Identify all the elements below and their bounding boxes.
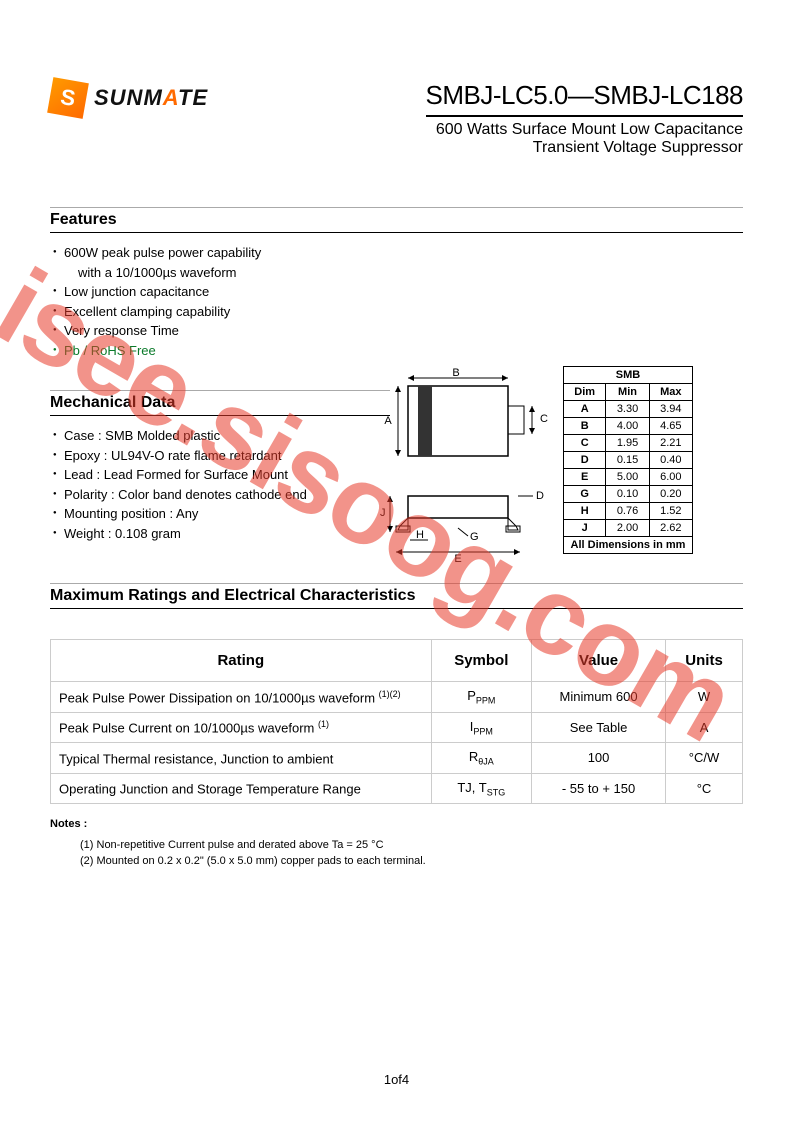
logo-badge: S bbox=[47, 77, 89, 119]
dim-row: E5.006.00 bbox=[564, 469, 693, 486]
logo-suffix: TE bbox=[178, 85, 208, 110]
feature-item: Very response Time bbox=[50, 321, 390, 341]
feature-item: with a 10/1000µs waveform bbox=[50, 263, 390, 283]
logo-accent: A bbox=[163, 85, 178, 110]
feature-item-rohs: Pb / RoHS Free bbox=[50, 341, 390, 361]
dim-row: A3.303.94 bbox=[564, 401, 693, 418]
mech-item: Case : SMB Molded plastic bbox=[50, 426, 390, 446]
mech-item: Epoxy : UL94V-O rate flame retardant bbox=[50, 446, 390, 466]
ratings-heading: Maximum Ratings and Electrical Character… bbox=[50, 583, 743, 609]
ratings-col-symbol: Symbol bbox=[431, 640, 531, 682]
ratings-row: Peak Pulse Power Dissipation on 10/1000µ… bbox=[51, 682, 743, 713]
package-block: B A C D J bbox=[368, 366, 693, 566]
title-block: SMBJ-LC5.0—SMBJ-LC188 600 Watts Surface … bbox=[426, 80, 744, 157]
mechanical-list: Case : SMB Molded plastic Epoxy : UL94V-… bbox=[50, 426, 390, 543]
ratings-row: Typical Thermal resistance, Junction to … bbox=[51, 743, 743, 774]
dim-row: G0.100.20 bbox=[564, 486, 693, 503]
subtitle-line2: Transient Voltage Suppressor bbox=[426, 139, 744, 157]
dim-label-d: D bbox=[536, 490, 544, 502]
dim-label-b: B bbox=[452, 367, 459, 379]
notes: Notes : (1) Non-repetitive Current pulse… bbox=[50, 816, 743, 870]
mech-item: Lead : Lead Formed for Surface Mount bbox=[50, 465, 390, 485]
dim-label-j: J bbox=[380, 507, 386, 519]
dim-label-c: C bbox=[540, 413, 548, 425]
dim-row: B4.004.65 bbox=[564, 418, 693, 435]
mech-item: Weight : 0.108 gram bbox=[50, 524, 390, 544]
dim-row: H0.761.52 bbox=[564, 503, 693, 520]
feature-item: Low junction capacitance bbox=[50, 282, 390, 302]
logo: S SUNMATE bbox=[50, 80, 208, 116]
dim-table-title: SMB bbox=[564, 367, 693, 384]
dimension-table: SMB Dim Min Max A3.303.94B4.004.65C1.952… bbox=[563, 366, 693, 554]
ratings-row: Operating Junction and Storage Temperatu… bbox=[51, 773, 743, 804]
notes-heading: Notes : bbox=[50, 816, 743, 833]
ratings-col-units: Units bbox=[666, 640, 743, 682]
subtitle-line1: 600 Watts Surface Mount Low Capacitance bbox=[426, 121, 744, 139]
dim-row: D0.150.40 bbox=[564, 452, 693, 469]
dim-col-min: Min bbox=[606, 384, 649, 401]
ratings-row: Peak Pulse Current on 10/1000µs waveform… bbox=[51, 712, 743, 743]
part-number-title: SMBJ-LC5.0—SMBJ-LC188 bbox=[426, 80, 744, 117]
note-item: (1) Non-repetitive Current pulse and der… bbox=[50, 837, 743, 854]
features-list: 600W peak pulse power capability with a … bbox=[50, 243, 390, 360]
header: S SUNMATE SMBJ-LC5.0—SMBJ-LC188 600 Watt… bbox=[50, 80, 743, 157]
dim-row: J2.002.62 bbox=[564, 520, 693, 537]
feature-item: 600W peak pulse power capability bbox=[50, 243, 390, 263]
mech-item: Mounting position : Any bbox=[50, 504, 390, 524]
logo-text: SUNMATE bbox=[94, 85, 208, 111]
dim-row: C1.952.21 bbox=[564, 435, 693, 452]
package-diagram: B A C D J bbox=[368, 366, 548, 566]
dim-label-e: E bbox=[454, 553, 461, 565]
logo-prefix: SUNM bbox=[94, 85, 163, 110]
dim-table-footer: All Dimensions in mm bbox=[564, 537, 693, 554]
dim-col-dim: Dim bbox=[564, 384, 606, 401]
mech-item: Polarity : Color band denotes cathode en… bbox=[50, 485, 390, 505]
mechanical-heading: Mechanical Data bbox=[50, 390, 390, 416]
dim-label-g: G bbox=[470, 531, 479, 543]
features-heading: Features bbox=[50, 207, 743, 233]
ratings-table: Rating Symbol Value Units Peak Pulse Pow… bbox=[50, 639, 743, 804]
dim-label-a: A bbox=[384, 415, 392, 427]
dim-col-max: Max bbox=[649, 384, 692, 401]
ratings-col-rating: Rating bbox=[51, 640, 432, 682]
ratings-col-value: Value bbox=[532, 640, 666, 682]
dim-label-h: H bbox=[416, 529, 424, 541]
feature-item: Excellent clamping capability bbox=[50, 302, 390, 322]
page-number: 1of4 bbox=[384, 1072, 409, 1087]
note-item: (2) Mounted on 0.2 x 0.2" (5.0 x 5.0 mm)… bbox=[50, 853, 743, 870]
